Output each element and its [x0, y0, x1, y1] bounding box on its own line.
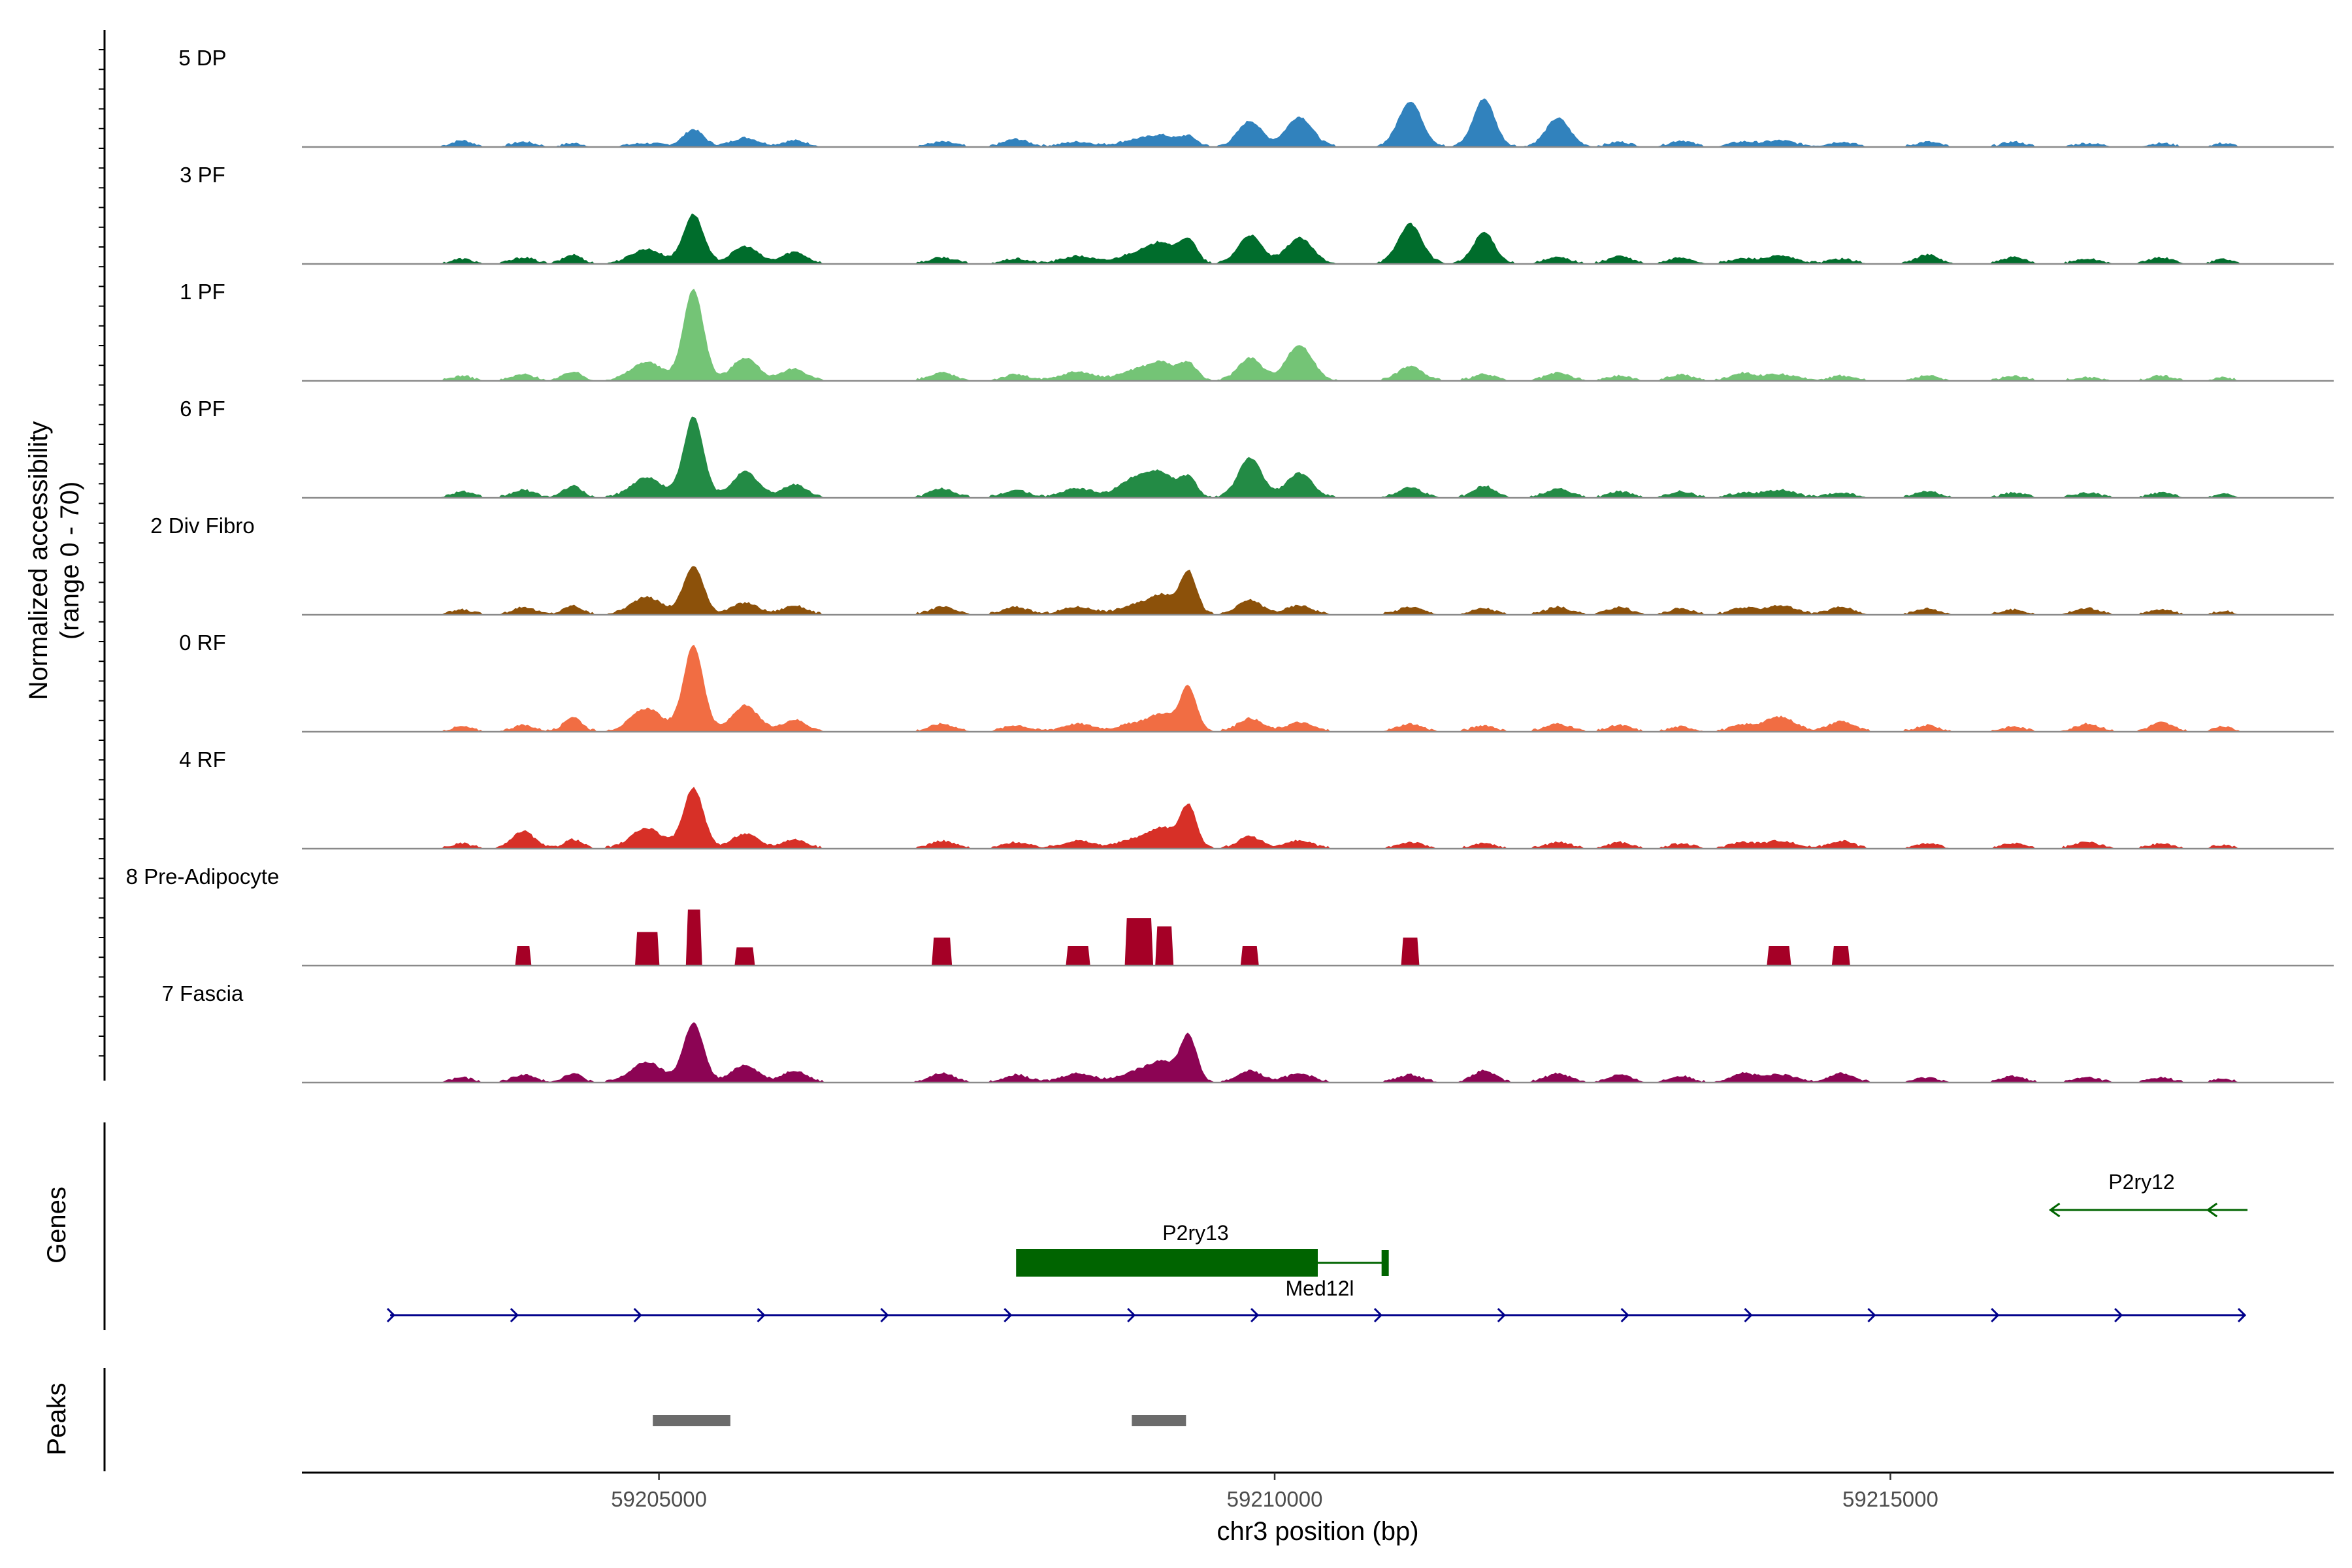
strand-arrow-icon — [880, 1307, 889, 1323]
coverage-area-0-rf — [302, 644, 2334, 732]
coverage-tracks: 5 DP 3 PF 1 PF 6 PF 2 Div Fibro 0 RF 4 RF 8 Pre… — [126, 46, 2334, 1084]
coverage-y-ticks — [99, 49, 105, 1057]
x-axis-ticks: 59205000 59210000 59215000 — [611, 1473, 1938, 1511]
strand-arrow-icon — [2237, 1307, 2247, 1323]
coverage-area-8-pre-adipocyte — [302, 909, 2334, 966]
coverage-area-6-pf — [302, 416, 2334, 498]
coverage-area-2-div-fibro — [302, 566, 2334, 615]
strand-arrow-icon — [386, 1307, 396, 1323]
gene-label-p2ry13: P2ry13 — [1162, 1221, 1228, 1245]
track-label: 8 Pre-Adipocyte — [126, 864, 280, 889]
coverage-area-3-pf — [302, 213, 2334, 264]
strand-arrow-icon — [1004, 1307, 1013, 1323]
x-tick-label: 59210000 — [1227, 1487, 1323, 1511]
x-tick-label: 59215000 — [1842, 1487, 1938, 1511]
gene-label-p2ry12: P2ry12 — [2108, 1170, 2174, 1194]
track-label: 6 PF — [180, 397, 225, 421]
genes-panel: P2ry13 P2ry12 Med12l — [386, 1170, 2248, 1323]
track-label: 0 RF — [179, 630, 226, 655]
strand-arrow-icon — [1744, 1307, 1753, 1323]
strand-arrow-icon — [1127, 1307, 1136, 1323]
strand-arrow-icon — [2114, 1307, 2123, 1323]
strand-arrow-icon — [633, 1307, 642, 1323]
strand-arrow-icon — [1867, 1307, 1876, 1323]
peaks-panel — [653, 1415, 1186, 1426]
genes-panel-title: Genes — [42, 1186, 71, 1264]
strand-arrow-icon — [2048, 1202, 2061, 1218]
gene-exon-p2ry13 — [1016, 1249, 1318, 1277]
strand-arrow-icon — [1373, 1307, 1383, 1323]
track-label: 7 Fascia — [162, 981, 244, 1005]
x-axis-title: chr3 position (bp) — [1217, 1517, 1418, 1546]
y-axis-title-range: (range 0 - 70) — [56, 482, 84, 640]
strand-arrow-icon — [757, 1307, 766, 1323]
coverage-area-7-fascia — [302, 1022, 2334, 1083]
strand-arrow-icon — [1620, 1307, 1629, 1323]
track-label: 4 RF — [179, 747, 226, 772]
x-tick-label: 59205000 — [611, 1487, 707, 1511]
strand-arrow-icon — [2206, 1202, 2218, 1218]
y-axis-title: Normalized accessibility — [24, 421, 53, 700]
coverage-area-1-pf — [302, 288, 2334, 381]
peaks-panel-title: Peaks — [42, 1382, 71, 1455]
track-label: 2 Div Fibro — [150, 514, 255, 538]
strand-arrow-icon — [1991, 1307, 2000, 1323]
coverage-area-5-dp — [302, 98, 2334, 147]
gene-label-med12l: Med12l — [1286, 1277, 1354, 1300]
strand-arrow-icon — [1497, 1307, 1506, 1323]
coverage-area-4-rf — [302, 787, 2334, 849]
strand-arrow-icon — [1250, 1307, 1260, 1323]
peak-region — [653, 1415, 730, 1426]
strand-arrow-icon — [510, 1307, 519, 1323]
track-label: 1 PF — [180, 280, 225, 304]
peak-region — [1132, 1415, 1186, 1426]
gene-utr-p2ry13 — [1381, 1250, 1389, 1276]
track-label: 5 DP — [178, 46, 226, 70]
track-label: 3 PF — [180, 163, 225, 187]
